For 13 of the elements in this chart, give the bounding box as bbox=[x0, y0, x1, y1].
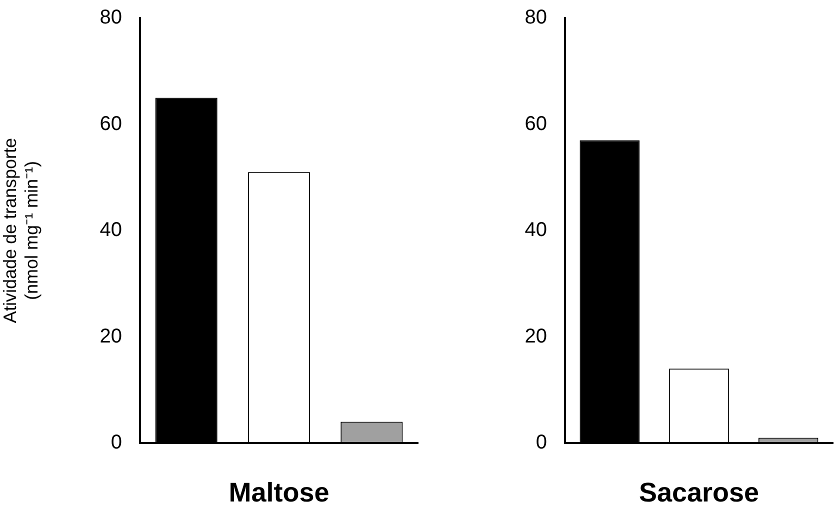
y-tick-label: 60 bbox=[524, 112, 547, 135]
y-tick-label: 20 bbox=[524, 325, 547, 348]
y-tick-label: 0 bbox=[110, 432, 122, 454]
y-tick-label: 40 bbox=[524, 219, 547, 242]
y-tick-label: 80 bbox=[524, 6, 547, 29]
y-tick-label: 40 bbox=[100, 219, 122, 242]
y-tick-label: 20 bbox=[100, 325, 122, 348]
y-tick-label: 80 bbox=[100, 6, 122, 29]
x-axis-title: Maltose bbox=[228, 477, 330, 508]
y-tick-label: 60 bbox=[100, 112, 122, 135]
x-axis-title: Sacarose bbox=[638, 477, 760, 508]
y-axis-title: Atividade de transporte (nmol mg⁻¹ min⁻¹) bbox=[0, 138, 42, 324]
y-tick-label: 0 bbox=[536, 432, 547, 454]
